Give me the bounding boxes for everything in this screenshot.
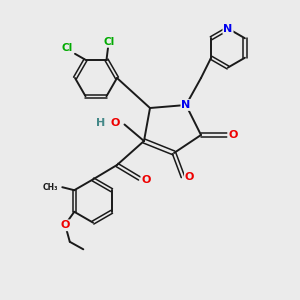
Text: O: O (185, 172, 194, 182)
Text: N: N (182, 100, 190, 110)
Text: Cl: Cl (62, 43, 73, 53)
Text: CH₃: CH₃ (42, 183, 58, 192)
Text: O: O (228, 130, 238, 140)
Text: O: O (61, 220, 70, 230)
Text: H: H (96, 118, 105, 128)
Text: N: N (224, 23, 232, 34)
Text: O: O (141, 175, 151, 185)
Text: O: O (111, 118, 120, 128)
Text: Cl: Cl (104, 37, 115, 47)
